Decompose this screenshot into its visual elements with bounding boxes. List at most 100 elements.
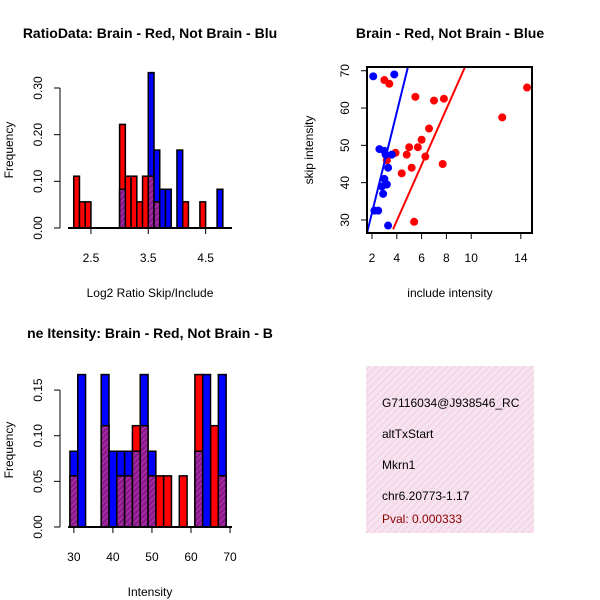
intensity-histogram-y-tick-label: 0.05 — [31, 469, 45, 493]
scatter-point-brain — [417, 135, 426, 144]
ratio-histogram-bar-brain — [78, 201, 86, 229]
intensity-histogram-y-tick-label: 0.00 — [31, 515, 45, 539]
ratio-histogram-bar-not-brain — [153, 149, 161, 203]
ratio-histogram-bar-brain — [72, 175, 81, 229]
intensity-histogram-bar-brain — [162, 475, 173, 528]
scatter-clip-group — [367, 67, 532, 233]
ratio-histogram-y-tick-label: 0.10 — [31, 169, 45, 193]
intensity-histogram-bar-overlap — [194, 450, 204, 528]
intensity-histogram-x-tick-label: 30 — [67, 550, 81, 564]
ratio-histogram-bars — [72, 71, 224, 229]
info-box: G7116034@J938546_RC altTxStart Mkrn1 chr… — [366, 366, 534, 533]
info-pval: Pval: 0.000333 — [382, 512, 462, 526]
intensity-histogram: ne Itensity: Brain - Red, Not Brain - B … — [2, 325, 273, 599]
ratio-histogram-title: RatioData: Brain - Red, Not Brain - Blu — [23, 25, 277, 41]
scatter-point-brain — [439, 94, 448, 103]
intensity-histogram-bar-not-brain — [100, 373, 110, 427]
info-event-type: altTxStart — [382, 427, 434, 441]
fit-line-brain — [392, 67, 466, 230]
intensity-histogram-bar-overlap — [116, 475, 126, 528]
scatter-x-tick-label: 10 — [465, 251, 479, 265]
intensity-histogram-x-tick-label: 60 — [184, 550, 198, 564]
ratio-histogram-bar-not-brain — [158, 188, 167, 229]
intensity-histogram-bar-overlap — [100, 424, 110, 528]
ratio-histogram-bar-brain — [136, 201, 144, 229]
ratio-histogram-axes: 2.5 3.5 4.5 0.00 0.10 0.20 0.30 — [31, 76, 232, 265]
scatter-point-brain — [429, 96, 438, 105]
scatter-point-not-brain — [379, 189, 388, 198]
scatter-point-not-brain — [390, 70, 399, 79]
scatter-point-brain — [407, 163, 416, 172]
intensity-scatter-title: Brain - Red, Not Brain - Blue — [356, 25, 544, 41]
intensity-histogram-bars — [69, 373, 227, 528]
scatter-point-brain — [410, 217, 419, 226]
scatter-y-tick-label: 50 — [338, 138, 352, 152]
scatter-point-brain — [425, 124, 434, 133]
intensity-histogram-bar-overlap — [139, 424, 149, 528]
intensity-histogram-x-tick-label: 40 — [106, 550, 120, 564]
ratio-histogram-bar-brain — [141, 175, 150, 229]
intensity-histogram-xlabel: Intensity — [128, 585, 173, 599]
ratio-histogram-bar-brain — [199, 201, 207, 229]
scatter-point-not-brain — [374, 206, 383, 215]
intensity-histogram-bar-brain — [178, 475, 188, 528]
scatter-x-tick-label: 14 — [514, 251, 528, 265]
intensity-histogram-bar-not-brain — [108, 450, 118, 528]
intensity-scatter: Brain - Red, Not Brain - Blue include in… — [302, 25, 544, 300]
ratio-histogram-bar-overlap — [153, 201, 161, 229]
intensity-histogram-title: ne Itensity: Brain - Red, Not Brain - B — [27, 325, 273, 341]
scatter-point-not-brain — [384, 163, 393, 172]
scatter-frame — [366, 66, 533, 234]
intensity-histogram-x-tick-label: 50 — [145, 550, 159, 564]
scatter-x-tick-label: 4 — [393, 251, 400, 265]
scatter-x-tick-label: 6 — [418, 251, 425, 265]
intensity-scatter-plot — [367, 67, 532, 233]
ratio-histogram-bar-overlap — [147, 175, 155, 229]
scatter-point-not-brain — [387, 150, 396, 159]
intensity-histogram-bar-not-brain — [217, 373, 227, 477]
scatter-point-brain — [397, 169, 406, 178]
scatter-point-brain — [402, 150, 411, 159]
intensity-histogram-bar-overlap — [217, 475, 227, 528]
ratio-histogram-y-tick-label: 0.20 — [31, 123, 45, 147]
intensity-histogram-bar-overlap — [69, 475, 79, 528]
intensity-histogram-bar-overlap — [147, 475, 157, 528]
scatter-point-not-brain — [381, 150, 390, 159]
intensity-histogram-bar-brain — [209, 424, 220, 528]
intensity-histogram-bar-not-brain — [77, 373, 87, 528]
scatter-point-brain — [438, 159, 447, 168]
info-location: chr6.20773-1.17 — [382, 489, 470, 503]
ratio-histogram-x-tick-label: 3.5 — [140, 251, 157, 265]
ratio-histogram-x-tick-label: 4.5 — [197, 251, 214, 265]
intensity-histogram-bar-not-brain — [139, 373, 149, 427]
ratio-histogram: RatioData: Brain - Red, Not Brain - Blu … — [2, 25, 277, 300]
scatter-point-brain — [413, 143, 422, 152]
scatter-point-not-brain — [384, 221, 393, 230]
scatter-point-brain — [411, 92, 420, 101]
scatter-y-tick-label: 60 — [338, 101, 352, 115]
scatter-y-tick-label: 30 — [338, 213, 352, 227]
ratio-histogram-bar-brain — [84, 201, 92, 229]
intensity-histogram-bar-overlap — [123, 475, 134, 528]
info-event-id: G7116034@J938546_RC — [382, 396, 520, 410]
scatter-y-tick-label: 70 — [338, 64, 352, 78]
scatter-point-brain — [421, 152, 430, 161]
scatter-point-not-brain — [382, 180, 391, 189]
intensity-histogram-bar-brain — [155, 475, 165, 528]
info-box-background — [366, 366, 534, 533]
scatter-point-not-brain — [369, 72, 378, 81]
intensity-histogram-x-tick-label: 70 — [223, 550, 237, 564]
ratio-histogram-bar-brain — [181, 201, 190, 229]
scatter-x-tick-label: 8 — [443, 251, 450, 265]
intensity-histogram-bar-not-brain — [201, 373, 212, 528]
ratio-histogram-bar-brain — [130, 175, 138, 229]
intensity-histogram-y-tick-label: 0.10 — [31, 424, 45, 448]
intensity-histogram-bar-not-brain — [123, 450, 134, 477]
intensity-scatter-ylabel: skip intensity — [302, 116, 316, 185]
intensity-histogram-ylabel: Frequency — [2, 422, 16, 479]
ratio-histogram-bar-not-brain — [164, 188, 172, 229]
intensity-histogram-axes: 30 40 50 60 70 0.00 0.05 0.10 0.15 — [31, 378, 237, 564]
ratio-histogram-y-tick-label: 0.30 — [31, 76, 45, 100]
ratio-histogram-bar-overlap — [118, 188, 127, 229]
